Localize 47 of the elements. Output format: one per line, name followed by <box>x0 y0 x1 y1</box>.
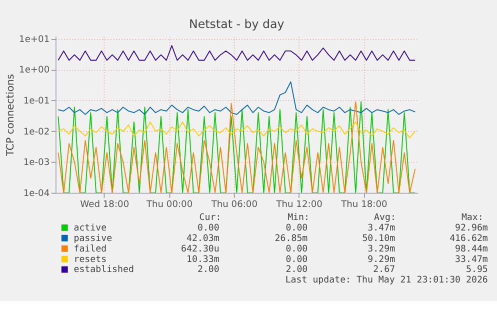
text: 10.33m <box>186 254 220 265</box>
x-tick-label: Thu 06:00 <box>210 200 258 210</box>
y-tick-label: 1e-01 <box>23 96 50 107</box>
line-series <box>58 45 416 61</box>
x-tick-label: Thu 18:00 <box>340 200 388 210</box>
text: 416.62m <box>450 234 488 244</box>
text: 3.29m <box>368 244 396 254</box>
text: 98.44m <box>455 244 488 254</box>
text: 2.00 <box>197 265 220 276</box>
text: 42.03m <box>186 234 220 244</box>
text: 26.85m <box>274 234 308 244</box>
legend-label: active <box>74 223 107 234</box>
text: 3.47m <box>368 223 396 234</box>
line-series <box>58 81 416 115</box>
y-tick-label: 1e+00 <box>19 66 50 76</box>
y-tick-label: 1e-04 <box>23 189 50 200</box>
text: 642.30u <box>181 244 220 254</box>
x-tick-label: Wed 18:00 <box>80 200 130 210</box>
text: 33.47m <box>455 254 488 265</box>
y-tick-label: 1e+01 <box>19 34 50 45</box>
text: 50.10m <box>362 234 396 244</box>
chart-title: Netstat - by day <box>189 16 284 31</box>
text: Avg: <box>374 212 396 223</box>
text: Max: <box>461 212 484 223</box>
legend-label: resets <box>74 254 107 265</box>
line-series <box>58 121 416 138</box>
legend-label: passive <box>74 234 112 244</box>
text: 0.00 <box>286 223 308 234</box>
text: 0.00 <box>286 244 308 254</box>
text: Last update: Thu May 21 23:01:30 2026 <box>285 276 488 286</box>
y-tick-label: 1e-02 <box>23 127 50 138</box>
y-tick-label: 1e-03 <box>23 158 50 168</box>
legend-label: established <box>74 265 134 276</box>
text: Min: <box>288 212 310 223</box>
text: 2.00 <box>286 265 308 276</box>
y-axis-title: TCP connections <box>6 74 17 158</box>
text: 5.95 <box>466 265 488 276</box>
text: 9.29m <box>368 254 396 265</box>
text: 2.67 <box>373 265 396 276</box>
text: 0.00 <box>197 223 220 234</box>
x-tick-label: Thu 12:00 <box>275 200 323 210</box>
text: Cur: <box>199 212 222 223</box>
legend-label: failed <box>74 244 107 254</box>
text: 92.96m <box>455 223 488 234</box>
x-tick-label: Thu 00:00 <box>145 200 193 210</box>
text: 0.00 <box>286 254 308 265</box>
line-series <box>58 101 416 193</box>
